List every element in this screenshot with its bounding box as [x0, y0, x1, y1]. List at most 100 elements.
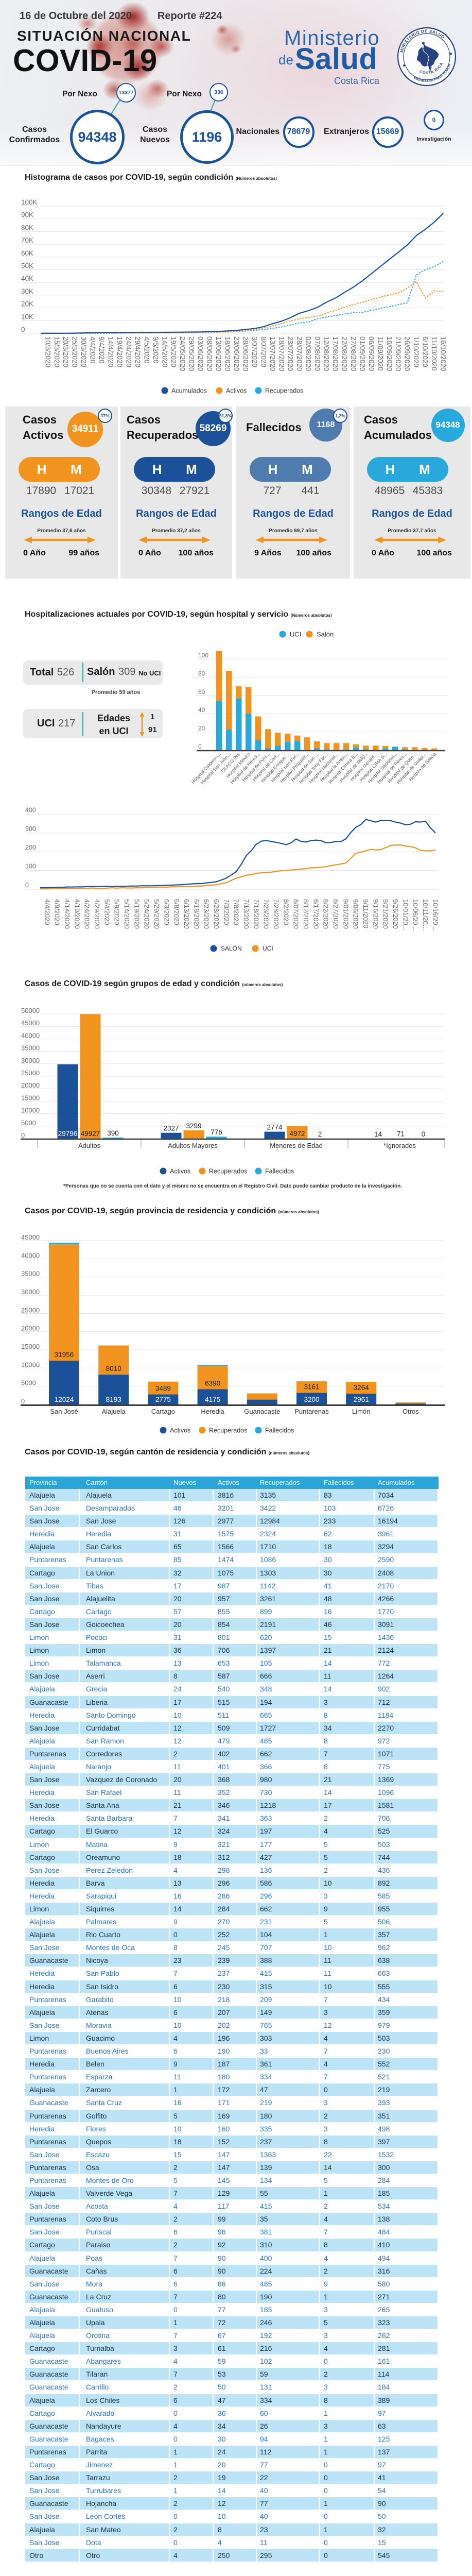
- svg-text:50K: 50K: [21, 262, 33, 270]
- svg-text:28/07/2020: 28/07/2020: [295, 336, 303, 371]
- svg-text:6/13/2020: 6/13/2020: [183, 899, 190, 929]
- svg-text:9/11/2020: 9/11/2020: [362, 899, 370, 928]
- svg-text:0: 0: [25, 882, 29, 889]
- svg-text:25/3/2020: 25/3/2020: [71, 336, 79, 367]
- svg-text:Menores de Edad: Menores de Edad: [270, 1142, 323, 1149]
- svg-text:5000: 5000: [21, 1119, 36, 1127]
- svg-text:02/08/2020: 02/08/2020: [305, 336, 312, 371]
- svg-text:5/14/2020: 5/14/2020: [123, 899, 131, 929]
- svg-text:4/4/2020: 4/4/2020: [89, 336, 97, 364]
- svg-text:9/01/2020: 9/01/2020: [342, 899, 349, 929]
- svg-text:40: 40: [198, 706, 205, 714]
- svg-text:15/3/2020: 15/3/2020: [53, 336, 61, 367]
- svg-text:06/09/2020: 06/09/2020: [368, 336, 375, 371]
- svg-text:6/28/2020: 6/28/2020: [213, 899, 220, 929]
- svg-text:390: 390: [107, 1129, 119, 1137]
- svg-text:Alajuela: Alajuela: [102, 1408, 126, 1415]
- svg-text:60: 60: [198, 688, 205, 696]
- svg-text:Limón: Limón: [352, 1408, 370, 1415]
- svg-text:8193: 8193: [106, 1396, 121, 1403]
- svg-text:8010: 8010: [106, 1365, 121, 1372]
- svg-text:30000: 30000: [21, 1057, 40, 1064]
- svg-text:20K: 20K: [21, 300, 33, 308]
- svg-text:6/18/2020: 6/18/2020: [193, 899, 200, 929]
- svg-text:SALÓN: SALÓN: [221, 944, 242, 952]
- svg-text:14: 14: [374, 1130, 382, 1138]
- svg-text:4/5/2020: 4/5/2020: [143, 336, 150, 364]
- svg-text:Puntarenas: Puntarenas: [294, 1408, 329, 1415]
- svg-text:80K: 80K: [21, 224, 33, 231]
- svg-text:10/11/20...: 10/11/20...: [422, 899, 429, 930]
- svg-text:0: 0: [21, 326, 25, 333]
- svg-text:13/06/2020: 13/06/2020: [215, 336, 222, 371]
- svg-text:0: 0: [422, 1130, 426, 1138]
- svg-text:Recuperados: Recuperados: [209, 1168, 247, 1175]
- svg-text:13/07/2020: 13/07/2020: [269, 336, 276, 371]
- svg-text:16/09/2020: 16/09/2020: [386, 336, 393, 371]
- svg-text:Recuperados: Recuperados: [209, 1427, 247, 1434]
- svg-text:4/19/2020: 4/19/2020: [73, 899, 81, 929]
- svg-text:40000: 40000: [21, 1251, 40, 1259]
- svg-text:35000: 35000: [21, 1270, 40, 1278]
- svg-text:10K: 10K: [21, 313, 33, 320]
- svg-text:15000: 15000: [21, 1343, 40, 1350]
- svg-text:776: 776: [211, 1128, 222, 1136]
- svg-text:23/07/2020: 23/07/2020: [287, 336, 294, 371]
- svg-text:50000: 50000: [21, 1007, 40, 1014]
- svg-text:5/19/2020: 5/19/2020: [133, 899, 141, 929]
- svg-text:9/06/2020: 9/06/2020: [352, 899, 360, 929]
- svg-text:0: 0: [198, 743, 202, 750]
- svg-text:19/5/2020: 19/5/2020: [170, 336, 178, 367]
- svg-text:10/06/20...: 10/06/20...: [412, 899, 419, 930]
- svg-text:30K: 30K: [21, 287, 33, 295]
- svg-text:10000: 10000: [21, 1361, 40, 1368]
- svg-text:2775: 2775: [155, 1396, 171, 1403]
- svg-text:*Ignorados: *Ignorados: [383, 1142, 416, 1149]
- svg-text:4972: 4972: [289, 1130, 305, 1138]
- svg-text:200: 200: [25, 844, 36, 851]
- svg-text:25000: 25000: [21, 1069, 40, 1077]
- svg-text:Cartago: Cartago: [151, 1408, 175, 1415]
- svg-text:6/10/2020: 6/10/2020: [422, 336, 429, 367]
- svg-text:6/23/2020: 6/23/2020: [203, 899, 211, 929]
- svg-text:3299: 3299: [186, 1122, 201, 1130]
- svg-text:08/06/2020: 08/06/2020: [206, 336, 214, 371]
- svg-text:Activos: Activos: [170, 1168, 190, 1175]
- svg-text:Otros: Otros: [403, 1408, 419, 1415]
- svg-text:400: 400: [25, 806, 36, 814]
- svg-text:Fallecidos: Fallecidos: [265, 1427, 294, 1434]
- svg-text:11/10/2020: 11/10/2020: [430, 336, 438, 371]
- svg-text:UCI: UCI: [290, 631, 301, 638]
- svg-text:3161: 3161: [304, 1383, 319, 1391]
- svg-text:9/26/2020: 9/26/2020: [392, 899, 399, 929]
- svg-text:8/22/2020: 8/22/2020: [322, 899, 330, 929]
- svg-text:18/06/2020: 18/06/2020: [224, 336, 232, 371]
- svg-text:3/07/2020: 3/07/2020: [251, 336, 258, 367]
- svg-text:9/21/2020: 9/21/2020: [382, 899, 390, 929]
- svg-text:0: 0: [21, 1131, 25, 1139]
- svg-text:100: 100: [25, 863, 36, 870]
- svg-text:12024: 12024: [55, 1396, 74, 1403]
- svg-text:25000: 25000: [21, 1306, 40, 1314]
- svg-text:80: 80: [198, 670, 205, 677]
- svg-text:29/05/2020: 29/05/2020: [188, 336, 196, 371]
- svg-text:11/09/2020: 11/09/2020: [376, 336, 384, 371]
- svg-text:Activos: Activos: [226, 387, 247, 395]
- svg-text:29796: 29796: [58, 1130, 78, 1138]
- svg-text:300: 300: [25, 825, 36, 833]
- svg-text:14/5/2020: 14/5/2020: [161, 336, 168, 367]
- svg-text:12/08/2020: 12/08/2020: [323, 336, 330, 371]
- svg-text:8/27/2020: 8/27/2020: [332, 899, 340, 929]
- svg-text:2327: 2327: [163, 1125, 179, 1132]
- svg-text:01/09/2020: 01/09/2020: [358, 336, 366, 371]
- svg-text:26/09/2020: 26/09/2020: [404, 336, 411, 371]
- svg-text:5/4/2020: 5/4/2020: [103, 899, 111, 925]
- svg-text:03/06/2020: 03/06/2020: [197, 336, 204, 371]
- svg-text:Adultos Mayores: Adultos Mayores: [168, 1142, 218, 1149]
- svg-text:6/3/2020: 6/3/2020: [163, 899, 170, 925]
- svg-text:7/28/2020: 7/28/2020: [272, 899, 280, 929]
- svg-text:4/9/2020: 4/9/2020: [54, 899, 61, 925]
- svg-text:2774: 2774: [267, 1124, 283, 1131]
- svg-text:5000: 5000: [21, 1379, 36, 1387]
- svg-text:20000: 20000: [21, 1081, 40, 1089]
